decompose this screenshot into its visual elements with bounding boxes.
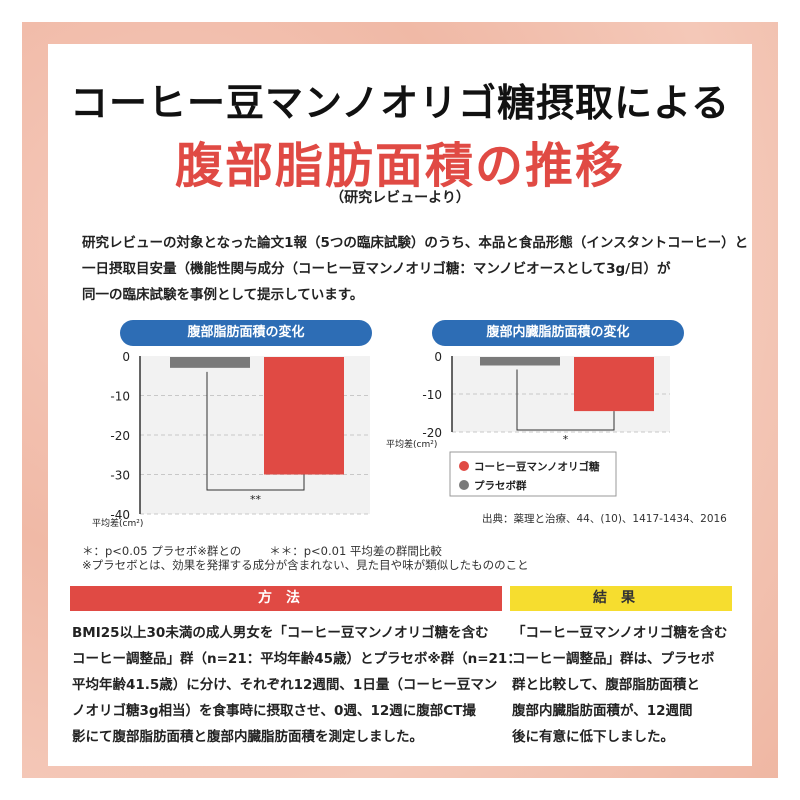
intro-line: 研究レビューの対象となった論文1報（5つの臨床試験）のうち、本品と食品形態（イン… [82,235,749,251]
result-line: 群と比較して、腹部脂肪面積と [512,677,700,693]
title-note: （研究レビューより） [330,190,470,206]
method-text: BMI25以上30未満の成人男女を「コーヒー豆マンノオリゴ糖を含む コーヒー調整… [72,620,521,750]
footnote-double-asterisk: ＊＊：p<0.01 平均差の群間比較 [269,544,442,558]
method-line: ノオリゴ糖3g相当）を食事時に摂取させ、0週、12週に腹部CT撮 [72,703,476,719]
result-header: 結果 [510,586,732,611]
method-line: BMI25以上30未満の成人男女を「コーヒー豆マンノオリゴ糖を含む [72,625,489,641]
footnote-single-asterisk: ＊：p<0.05 プラセボ※群との [82,544,242,558]
footnotes: ＊：p<0.05 プラセボ※群との ＊＊：p<0.01 平均差の群間比較 ※プラセ… [82,544,529,572]
title-line-1: コーヒー豆マンノオリゴ糖摂取による [70,81,730,125]
method-line: コーヒー調整品」群（n=21：平均年齢45歳）とプラセボ※群（n=21： [72,651,521,667]
footnote-placebo: ※プラセボとは、効果を発揮する成分が含まれない、見た目や味が類似したもののこと [82,558,529,572]
chart-2-title: 腹部内臓脂肪面積の変化 [432,320,684,346]
result-line: 腹部内臓脂肪面積が、12週間 [512,703,693,719]
chart-1-title: 腹部脂肪面積の変化 [120,320,372,346]
method-line: 影にて腹部脂肪面積と腹部内臓脂肪面積を測定しました。 [72,729,423,745]
result-line: 後に有意に低下しました。 [512,729,674,745]
method-header: 方法 [70,586,502,611]
title-line-2: 腹部脂肪面積の推移 [174,138,625,194]
intro-line: 一日摂取目安量（機能性関与成分（コーヒー豆マンノオリゴ糖：マンノビオースとして3… [82,261,671,277]
intro-line: 同一の臨床試験を事例として提示しています。 [82,287,364,303]
result-text: 「コーヒー豆マンノオリゴ糖を含む コーヒー調整品」群は、プラセボ 群と比較して、… [512,620,734,750]
result-line: 「コーヒー豆マンノオリゴ糖を含む [512,625,728,641]
intro-text: 研究レビューの対象となった論文1報（5つの臨床試験）のうち、本品と食品形態（イン… [82,230,749,308]
source-citation: 出典：薬理と治療、44、(10)、1417-1434、2016 [482,513,727,525]
result-line: コーヒー調整品」群は、プラセボ [512,651,715,667]
method-line: 平均年齢41.5歳）に分け、それぞれ12週間、1日量（コーヒー豆マン [72,677,498,693]
